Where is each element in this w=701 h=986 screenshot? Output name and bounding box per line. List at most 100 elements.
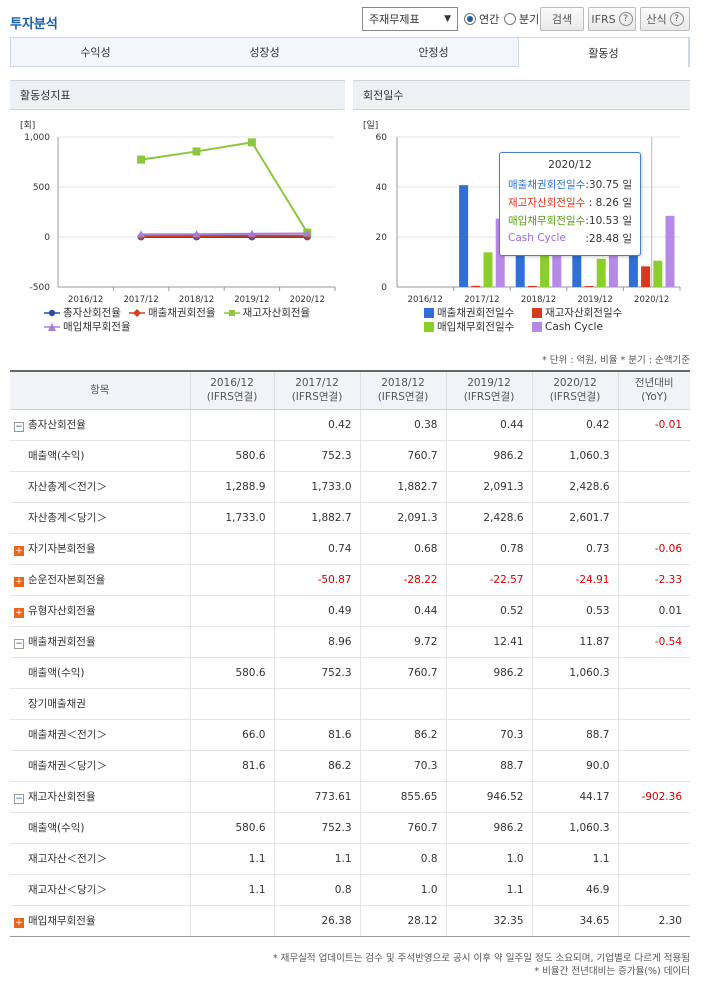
data-point[interactable] [247, 229, 256, 237]
x-tick-label: 2018/12 [179, 295, 214, 305]
statement-select[interactable]: 주재무제표 ▼ [362, 7, 458, 31]
value-cell: 70.3 [359, 750, 446, 782]
table-row: 매출채권＜전기＞ 66.0 81.6 86.2 70.3 88.7 [10, 719, 690, 751]
table-row: + 유형자산회전율 0.49 0.44 0.52 0.53 0.01 [10, 595, 690, 627]
legend-item[interactable]: 재고자산회전일수 [532, 306, 622, 320]
value-cell: 1.1 [273, 843, 360, 875]
activity-chart-header: 활동성지표 [10, 80, 345, 110]
yoy-cell [617, 502, 690, 534]
bar[interactable] [471, 285, 481, 287]
legend-item[interactable]: 재고자산회전율 [223, 306, 310, 320]
expand-icon[interactable]: + [14, 608, 24, 618]
bar[interactable] [527, 285, 537, 287]
table-row: 매출채권＜당기＞ 81.6 86.2 70.3 88.7 90.0 [10, 750, 690, 782]
value-cell: 11.87 [531, 626, 618, 658]
data-point[interactable] [247, 138, 256, 147]
legend-label: 총자산회전율 [63, 307, 121, 319]
row-label[interactable]: + 매입채무회전율 [10, 905, 190, 937]
expand-icon[interactable]: + [14, 577, 24, 587]
row-label[interactable]: − 총자산회전율 [10, 409, 190, 441]
tooltip-label: 재고자산회전일수 [508, 196, 586, 209]
row-label-text: 매출액(수익) [28, 450, 85, 462]
bar[interactable] [483, 252, 493, 287]
search-button[interactable]: 검색 [540, 7, 584, 31]
bar[interactable] [596, 258, 606, 287]
tab-activity[interactable]: 활동성 [518, 38, 689, 67]
legend-item[interactable]: 총자산회전율 [44, 306, 121, 320]
row-label[interactable]: + 자기자본회전율 [10, 533, 190, 565]
value-cell: 946.52 [445, 781, 532, 813]
value-cell: 0.73 [531, 533, 618, 565]
expand-icon[interactable]: + [14, 546, 24, 556]
row-label-text: 매출액(수익) [28, 822, 85, 834]
column-header-period: 2017/12 (IFRS연결) [273, 371, 360, 410]
value-cell [189, 564, 274, 596]
row-label[interactable]: − 재고자산회전율 [10, 781, 190, 813]
value-cell: 2,428.6 [445, 502, 532, 534]
legend-item[interactable]: 매출채권회전일수 [424, 306, 524, 320]
value-cell: 44.17 [531, 781, 618, 813]
yoy-cell: -2.33 [617, 564, 690, 596]
bar[interactable] [653, 260, 663, 287]
data-point[interactable] [137, 230, 146, 238]
bar[interactable] [459, 185, 469, 287]
value-cell: 0.42 [531, 409, 618, 441]
radio-annual[interactable]: 연간 [464, 7, 499, 31]
formula-help-button[interactable]: 산식 ? [640, 7, 690, 31]
collapse-icon[interactable]: − [14, 639, 24, 649]
tooltip-value: :30.75 일 [585, 178, 632, 191]
x-tick-label: 2017/12 [464, 295, 499, 305]
value-cell: 580.6 [189, 657, 274, 689]
category-tabs: 수익성 성장성 안정성 활동성 [10, 37, 690, 67]
data-point[interactable] [192, 230, 201, 238]
tab-stability[interactable]: 안정성 [349, 38, 518, 66]
value-cell: 32.35 [445, 905, 532, 937]
legend-item[interactable]: 매입채무회전율 [44, 320, 131, 334]
row-label[interactable]: + 순운전자본회전율 [10, 564, 190, 596]
collapse-icon[interactable]: − [14, 422, 24, 432]
row-label[interactable]: − 매출채권회전율 [10, 626, 190, 658]
bar[interactable] [540, 254, 550, 287]
ifrs-help-button[interactable]: IFRS ? [588, 7, 636, 31]
radio-quarter[interactable]: 분기 [504, 7, 539, 31]
y-tick-label: 0 [381, 283, 387, 293]
red-square-icon [532, 308, 542, 318]
tooltip-title: 2020/12 [548, 159, 592, 171]
x-tick-label: 2018/12 [521, 295, 556, 305]
table-row: 재고자산＜전기＞ 1.1 1.1 0.8 1.0 1.1 [10, 843, 690, 875]
data-point[interactable] [137, 155, 146, 164]
bar[interactable] [641, 266, 651, 287]
data-point[interactable] [192, 147, 201, 156]
legend-item[interactable]: 매출채권회전율 [128, 306, 216, 320]
footnotes: * 재무실적 업데이트는 검수 및 주석반영으로 공시 이후 약 일주일 정도 … [273, 952, 690, 978]
value-cell: 1,882.7 [359, 471, 446, 503]
value-cell: 0.49 [273, 595, 360, 627]
bar[interactable] [608, 240, 618, 287]
value-cell: 2,091.3 [445, 471, 532, 503]
value-cell: 986.2 [445, 812, 532, 844]
triangle-marker-icon [44, 323, 60, 331]
bar[interactable] [665, 215, 675, 287]
table-header-row: 항목 2016/12 (IFRS연결) 2017/12 (IFRS연결) 2018/1… [10, 371, 690, 410]
yoy-cell: 2.30 [617, 905, 690, 937]
row-sublabel: 매출채권＜전기＞ [10, 719, 190, 751]
row-label[interactable]: + 유형자산회전율 [10, 595, 190, 627]
turnover-days-chart-title: 회전일수 [363, 89, 404, 102]
legend-item[interactable]: 매입채무회전일수 [424, 320, 524, 334]
data-point[interactable] [303, 229, 312, 237]
legend-item[interactable]: Cash Cycle [532, 320, 603, 334]
value-cell: 986.2 [445, 440, 532, 472]
value-cell: 46.9 [531, 874, 618, 906]
bar[interactable] [584, 286, 594, 287]
search-button-label: 검색 [551, 13, 573, 26]
collapse-icon[interactable]: − [14, 794, 24, 804]
expand-icon[interactable]: + [14, 918, 24, 928]
row-label-text: 매출액(수익) [28, 667, 85, 679]
tab-growth[interactable]: 성장성 [180, 38, 349, 66]
radio-quarter-label: 분기 [519, 13, 540, 26]
row-label-text: 자산총계＜당기＞ [28, 512, 107, 524]
row-label-text: 매출채권회전율 [28, 636, 96, 648]
circle-marker-icon [44, 309, 60, 317]
yoy-cell: -902.36 [617, 781, 690, 813]
tab-profitability[interactable]: 수익성 [11, 38, 180, 66]
